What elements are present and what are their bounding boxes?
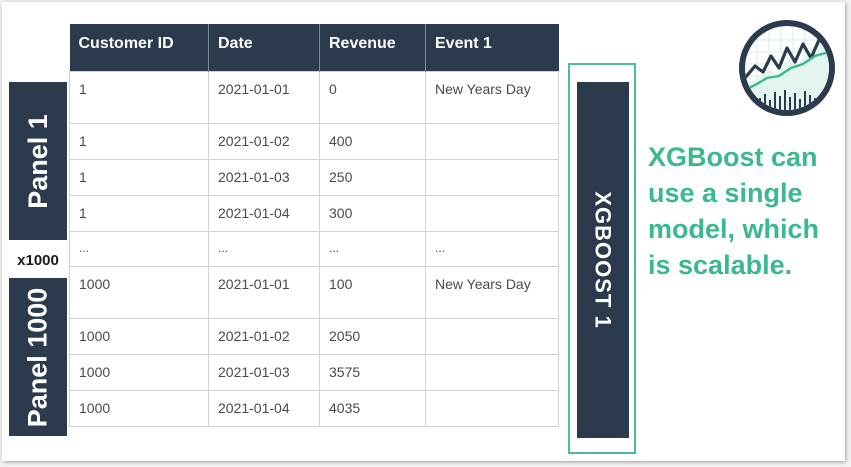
model-highlight-frame — [568, 63, 636, 454]
cell-date: 2021-01-03 — [208, 353, 320, 391]
cell-revenue: 250 — [319, 158, 426, 196]
table-row: 1 2021-01-01 0 New Years Day — [69, 70, 559, 124]
cell-revenue: 300 — [319, 194, 426, 232]
panel-1-text: Panel 1 — [22, 113, 53, 209]
panel-1-label: Panel 1 — [9, 82, 67, 240]
cell-date: ... — [208, 230, 320, 267]
cell-customer-id: 1000 — [69, 353, 209, 391]
cell-event — [425, 158, 559, 196]
cell-date: 2021-01-01 — [208, 70, 320, 124]
cell-revenue: 100 — [319, 265, 426, 319]
xgboost-model-label: XGBOOST 1 — [591, 191, 617, 329]
cell-event — [425, 122, 559, 160]
table-row: 1 2021-01-02 400 — [69, 122, 559, 160]
panel-1000-label: Panel 1000 — [9, 278, 67, 436]
cell-event: New Years Day — [425, 265, 559, 319]
cell-event — [425, 389, 559, 427]
cell-customer-id: 1 — [69, 194, 209, 232]
cell-date: 2021-01-03 — [208, 158, 320, 196]
xgboost-model-block: XGBOOST 1 — [577, 82, 629, 438]
cell-revenue: 0 — [319, 70, 426, 124]
table-header-row: Customer ID Date Revenue Event 1 — [69, 24, 559, 71]
cell-event — [425, 317, 559, 355]
column-header-customer-id: Customer ID — [69, 24, 209, 71]
cell-date: 2021-01-02 — [208, 317, 320, 355]
slide: Panel 1 x1000 Panel 1000 Customer ID Dat… — [2, 2, 845, 461]
cell-date: 2021-01-04 — [208, 194, 320, 232]
cell-revenue: 400 — [319, 122, 426, 160]
table-row: 1000 2021-01-03 3575 — [69, 353, 559, 391]
table-row: 1000 2021-01-02 2050 — [69, 317, 559, 355]
cell-customer-id: ... — [69, 230, 209, 267]
panel-multiplier: x1000 — [17, 252, 59, 269]
stock-chart-logo-icon — [739, 20, 835, 116]
cell-date: 2021-01-04 — [208, 389, 320, 427]
table-row: 1 2021-01-03 250 — [69, 158, 559, 196]
cell-customer-id: 1 — [69, 158, 209, 196]
cell-revenue: 3575 — [319, 353, 426, 391]
cell-revenue: ... — [319, 230, 426, 267]
cell-customer-id: 1 — [69, 122, 209, 160]
cell-event — [425, 194, 559, 232]
cell-revenue: 2050 — [319, 317, 426, 355]
cell-revenue: 4035 — [319, 389, 426, 427]
cell-date: 2021-01-01 — [208, 265, 320, 319]
table-row: 1000 2021-01-01 100 New Years Day — [69, 265, 559, 319]
table-row: 1 2021-01-04 300 — [69, 194, 559, 232]
cell-customer-id: 1000 — [69, 317, 209, 355]
cell-event — [425, 353, 559, 391]
cell-event: ... — [425, 230, 559, 267]
table-row: 1000 2021-01-04 4035 — [69, 389, 559, 427]
column-header-revenue: Revenue — [319, 24, 426, 71]
cell-customer-id: 1 — [69, 70, 209, 124]
table-row-ellipsis: ... ... ... ... — [69, 230, 559, 267]
callout-text: XGBoost can use a single model, which is… — [648, 142, 820, 280]
panel-1000-text: Panel 1000 — [22, 287, 53, 427]
column-header-date: Date — [208, 24, 320, 71]
cell-event: New Years Day — [425, 70, 559, 124]
cell-customer-id: 1000 — [69, 389, 209, 427]
cell-customer-id: 1000 — [69, 265, 209, 319]
panel-data-table: Customer ID Date Revenue Event 1 1 2021-… — [69, 24, 559, 427]
column-header-event-1: Event 1 — [425, 24, 559, 71]
cell-date: 2021-01-02 — [208, 122, 320, 160]
